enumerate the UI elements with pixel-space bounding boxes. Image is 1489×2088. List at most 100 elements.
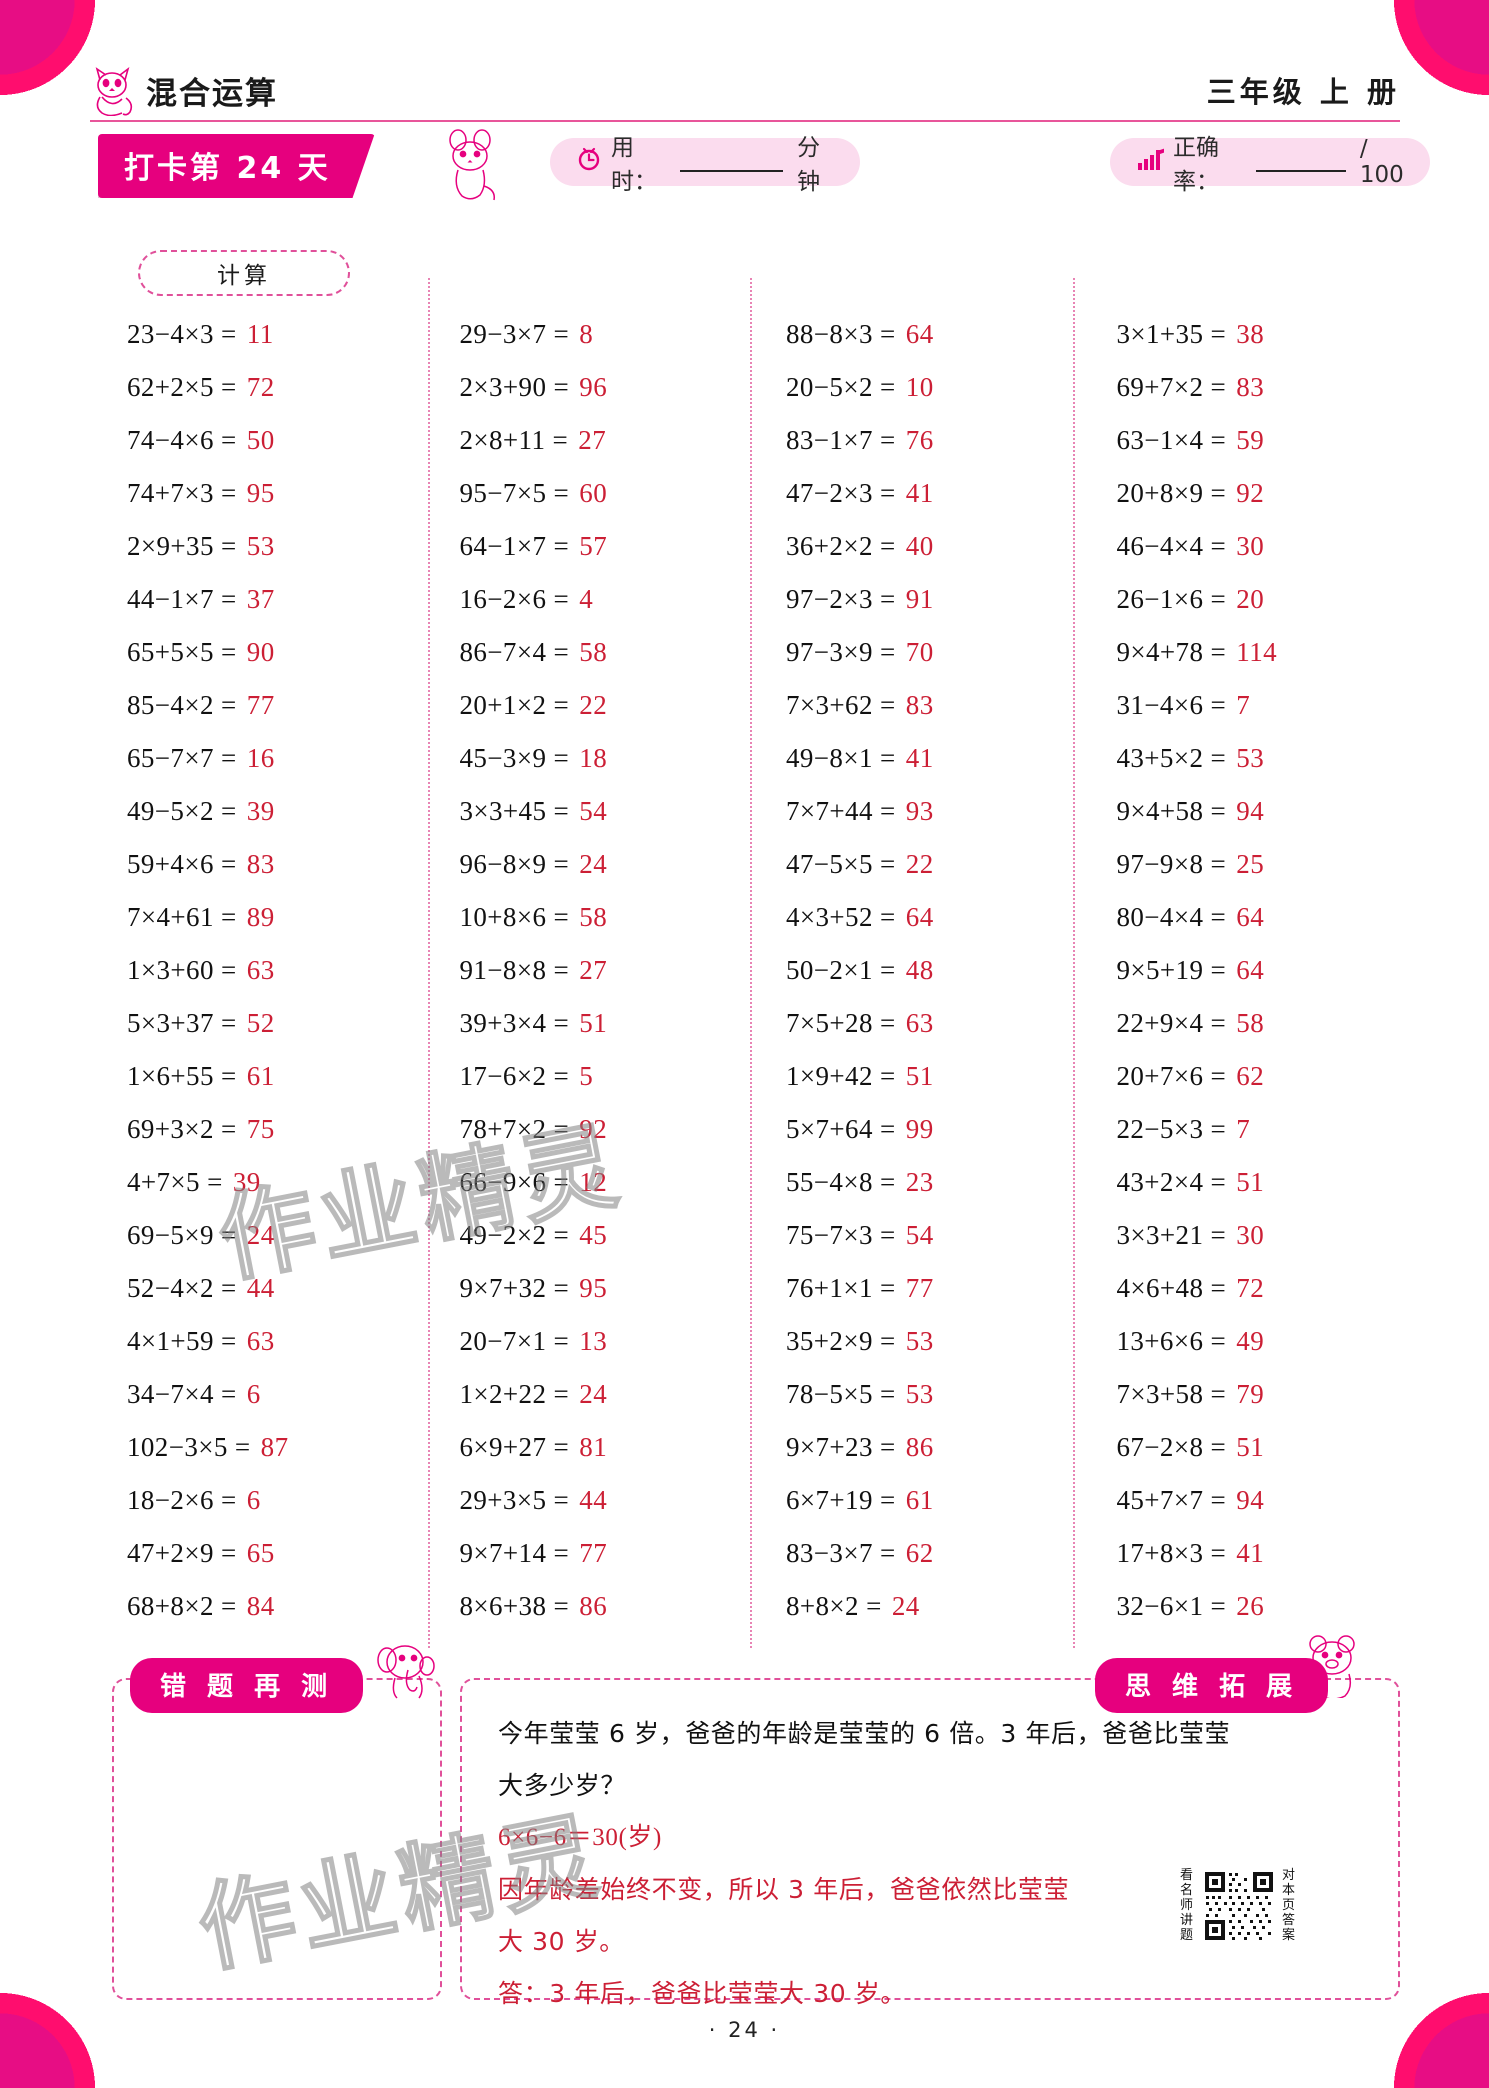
problem-expression: 64−1×7 = [459, 531, 570, 561]
problem-item: 47−5×5 = 22 [752, 838, 1073, 891]
problem-item: 44−1×7 = 37 [105, 573, 428, 626]
problems-grid: 23−4×3 = 11 62+2×5 = 72 74−4×6 = 50 74+7×3 … [105, 278, 1395, 1648]
problem-item: 6×7+19 = 61 [752, 1474, 1073, 1527]
problem-item: 49−2×2 = 45 [430, 1209, 751, 1262]
header-divider [90, 120, 1400, 122]
problem-answer: 77 [572, 1538, 608, 1568]
problem-answer: 54 [572, 796, 608, 826]
qr-left-label: 看名师讲题 [1180, 1868, 1194, 1943]
problem-item: 47+2×9 = 65 [105, 1527, 428, 1580]
cat-icon [90, 64, 136, 117]
problem-expression: 2×8+11 = [459, 425, 569, 455]
problem-answer: 92 [572, 1114, 608, 1144]
problem-answer: 4 [572, 584, 594, 614]
problem-item: 74−4×6 = 50 [105, 414, 428, 467]
time-unit: 分钟 [797, 135, 821, 195]
bear-icon [1300, 1630, 1370, 1700]
problem-answer: 64 [898, 319, 934, 349]
time-input[interactable] [680, 152, 784, 172]
problem-item: 32−6×1 = 26 [1075, 1580, 1396, 1633]
problem-answer: 77 [898, 1273, 934, 1303]
problem-item: 65+5×5 = 90 [105, 626, 428, 679]
problem-answer: 18 [572, 743, 608, 773]
problem-answer: 53 [898, 1379, 934, 1409]
problem-expression: 47−2×3 = [786, 478, 896, 508]
problem-item: 39+3×4 = 51 [430, 997, 751, 1050]
problem-expression: 10+8×6 = [459, 902, 570, 932]
problem-expression: 31−4×6 = [1116, 690, 1227, 720]
problem-item: 78−5×5 = 53 [752, 1368, 1073, 1421]
problem-item: 20+7×6 = 62 [1075, 1050, 1396, 1103]
problem-expression: 69−5×9 = [127, 1220, 237, 1250]
problem-item: 78+7×2 = 92 [430, 1103, 751, 1156]
page-header: 混合运算 三年级 上 册 [90, 62, 1400, 118]
problem-answer: 89 [239, 902, 275, 932]
problem-expression: 44−1×7 = [127, 584, 237, 614]
problem-expression: 7×4+61 = [127, 902, 237, 932]
problem-expression: 78+7×2 = [459, 1114, 570, 1144]
problem-expression: 9×7+23 = [786, 1432, 896, 1462]
problem-answer: 24 [572, 849, 608, 879]
problem-answer: 12 [572, 1167, 608, 1197]
problem-item: 75−7×3 = 54 [752, 1209, 1073, 1262]
qr-block[interactable]: 看名师讲题 [1180, 1868, 1298, 1943]
problem-item: 69−5×9 = 24 [105, 1209, 428, 1262]
problem-item: 23−4×3 = 11 [105, 308, 428, 361]
problem-column-1: 23−4×3 = 11 62+2×5 = 72 74−4×6 = 50 74+7×3 … [105, 278, 428, 1648]
qr-code-icon[interactable] [1202, 1868, 1276, 1943]
problem-item: 59+4×6 = 83 [105, 838, 428, 891]
problem-answer: 99 [898, 1114, 934, 1144]
problem-item: 88−8×3 = 64 [752, 308, 1073, 361]
problem-expression: 4+7×5 = [127, 1167, 223, 1197]
problem-item: 69+3×2 = 75 [105, 1103, 428, 1156]
problem-answer: 70 [898, 637, 934, 667]
problem-answer: 54 [898, 1220, 934, 1250]
problem-column-2: 29−3×7 = 8 2×3+90 = 96 2×8+11 = 27 95−7×5 =… [427, 278, 751, 1648]
problem-expression: 4×1+59 = [127, 1326, 237, 1356]
problem-item: 97−3×9 = 70 [752, 626, 1073, 679]
problem-expression: 23−4×3 = [127, 319, 237, 349]
problem-answer: 51 [1229, 1167, 1265, 1197]
problem-item: 3×1+35 = 38 [1075, 308, 1396, 361]
problem-answer: 114 [1229, 637, 1277, 667]
problem-expression: 32−6×1 = [1116, 1591, 1227, 1621]
problem-item: 20+1×2 = 22 [430, 679, 751, 732]
answer-final: 答：3 年后，爸爸比莹莹大 30 岁。 [498, 1979, 906, 2008]
problem-item: 35+2×9 = 53 [752, 1315, 1073, 1368]
problem-expression: 13+6×6 = [1116, 1326, 1227, 1356]
problem-answer: 64 [1229, 902, 1265, 932]
problem-expression: 34−7×4 = [127, 1379, 237, 1409]
problem-answer: 41 [898, 743, 934, 773]
problem-expression: 20+1×2 = [459, 690, 570, 720]
qr-right-label: 对本页答案 [1282, 1868, 1296, 1943]
grade-label: 三年级 上 册 [1206, 75, 1400, 109]
page-title: 混合运算 [146, 75, 278, 112]
problem-answer: 62 [1229, 1061, 1265, 1091]
problem-answer: 6 [239, 1485, 261, 1515]
problem-item: 34−7×4 = 6 [105, 1368, 428, 1421]
problem-expression: 69+3×2 = [127, 1114, 237, 1144]
problem-item: 3×3+21 = 30 [1075, 1209, 1396, 1262]
problem-answer: 77 [239, 690, 275, 720]
thinking-extension-box: 今年莹莹 6 岁，爸爸的年龄是莹莹的 6 倍。3 年后，爸爸比莹莹 大多少岁？ … [460, 1678, 1400, 2008]
problem-item: 1×3+60 = 63 [105, 944, 428, 997]
accuracy-input[interactable] [1255, 152, 1346, 172]
problem-expression: 83−1×7 = [786, 425, 896, 455]
problem-item: 69+7×2 = 83 [1075, 361, 1396, 414]
problem-expression: 85−4×2 = [127, 690, 237, 720]
meta-row: 打卡第 24 天 用时： 分钟 [90, 129, 1430, 238]
problem-expression: 5×3+37 = [127, 1008, 237, 1038]
problem-answer: 95 [572, 1273, 608, 1303]
problem-item: 102−3×5 = 87 [105, 1421, 428, 1474]
problem-expression: 75−7×3 = [786, 1220, 896, 1250]
problem-answer: 22 [572, 690, 608, 720]
problem-answer: 72 [239, 372, 275, 402]
problem-expression: 47+2×9 = [127, 1538, 237, 1568]
problem-item: 9×5+19 = 64 [1075, 944, 1396, 997]
problem-expression: 7×5+28 = [786, 1008, 896, 1038]
problem-expression: 2×3+90 = [459, 372, 570, 402]
problem-answer: 16 [239, 743, 275, 773]
problem-answer: 24 [884, 1591, 920, 1621]
problem-answer: 64 [898, 902, 934, 932]
problem-answer: 86 [572, 1591, 608, 1621]
